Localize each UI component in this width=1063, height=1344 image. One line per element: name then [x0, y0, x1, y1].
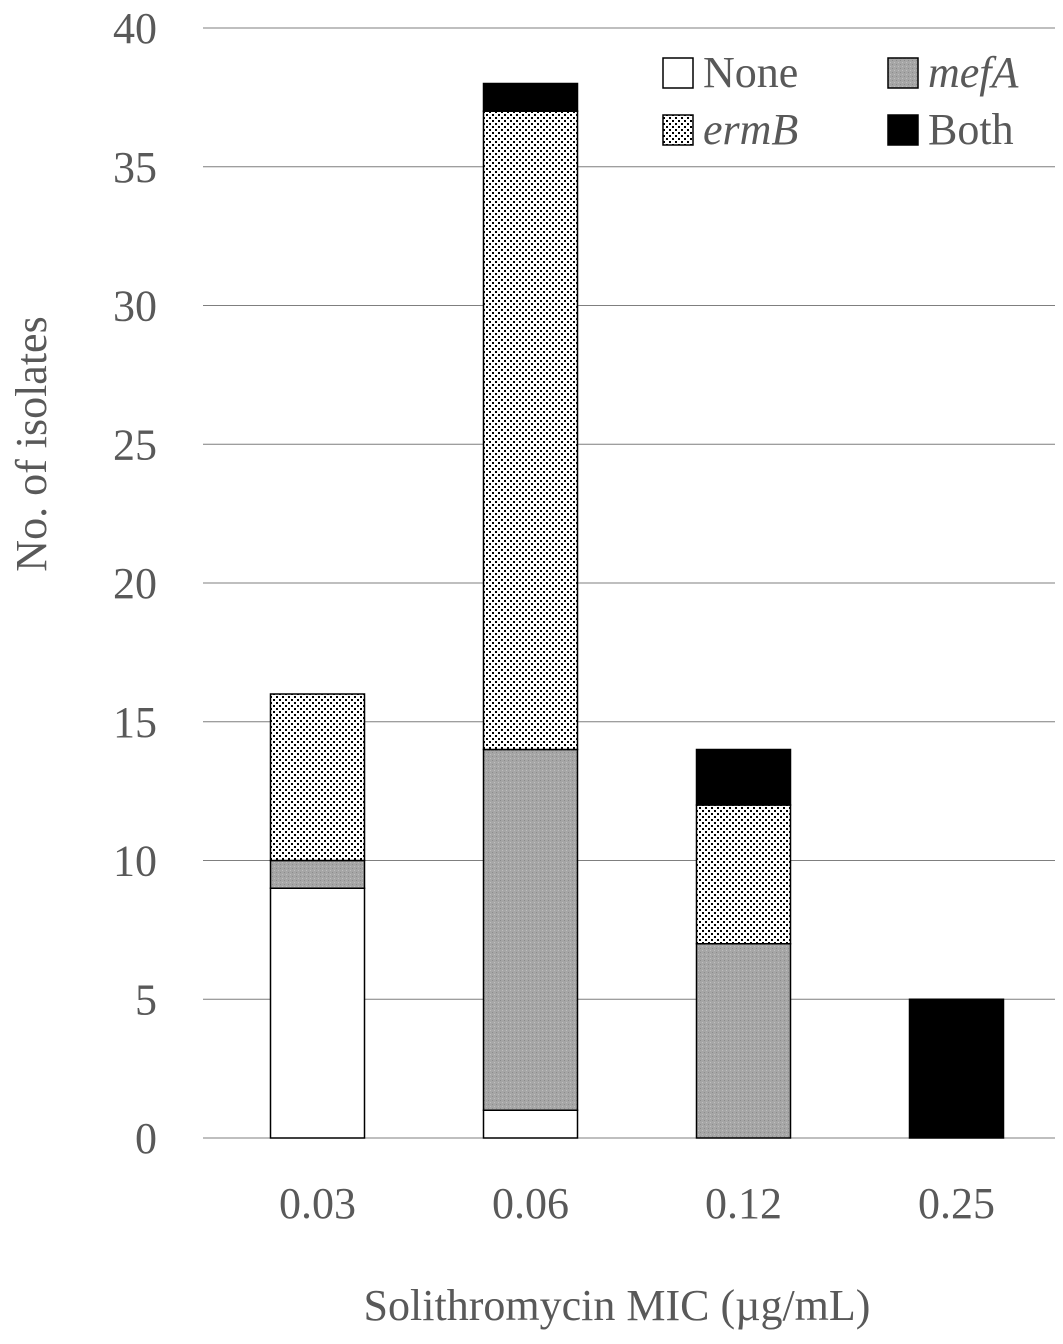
legend-swatch-both [887, 114, 919, 146]
y-tick-label: 40 [113, 4, 157, 53]
x-axis-ticks: 0.03 0.06 0.12 0.25 [279, 1179, 995, 1228]
legend-swatch-mefa [887, 57, 919, 89]
legend-label-none: None [703, 48, 798, 97]
y-tick-label: 25 [113, 420, 157, 469]
legend-label-mefa: mefA [928, 48, 1020, 97]
y-tick-label: 0 [135, 1114, 157, 1163]
y-tick-label: 15 [113, 698, 157, 747]
y-axis-title: No. of isolates [7, 316, 56, 571]
bar-segment-mefa [269, 859, 366, 889]
bar-segment-ermb [695, 804, 792, 945]
legend-swatch-none [662, 57, 694, 89]
bars [269, 82, 1005, 1139]
bar-segment-both [908, 998, 1005, 1139]
legend-swatch-ermb [662, 114, 694, 146]
bar-segment-mefa [482, 748, 579, 1111]
bar-segment-none [269, 887, 366, 1139]
bar-segment-both [695, 748, 792, 806]
x-tick-label: 0.06 [492, 1179, 569, 1228]
y-tick-label: 10 [113, 837, 157, 886]
bar-segment-mefa [695, 943, 792, 1139]
x-tick-label: 0.03 [279, 1179, 356, 1228]
legend: None mefA ermB Both [662, 48, 1020, 154]
y-tick-label: 5 [135, 975, 157, 1024]
y-tick-label: 20 [113, 559, 157, 608]
legend-label-both: Both [928, 105, 1014, 154]
x-tick-label: 0.12 [705, 1179, 782, 1228]
bar-segment-both [482, 82, 579, 112]
bar-segment-ermb [269, 693, 366, 862]
y-tick-label: 30 [113, 282, 157, 331]
bar-segment-ermb [482, 110, 579, 751]
y-tick-label: 35 [113, 143, 157, 192]
legend-label-ermb: ermB [703, 105, 798, 154]
x-tick-label: 0.25 [918, 1179, 995, 1228]
y-axis-ticks: 0 5 10 15 20 25 30 35 40 [113, 4, 157, 1163]
x-axis-title: Solithromycin MIC (µg/mL) [364, 1281, 871, 1330]
bar-segment-none [482, 1109, 579, 1139]
